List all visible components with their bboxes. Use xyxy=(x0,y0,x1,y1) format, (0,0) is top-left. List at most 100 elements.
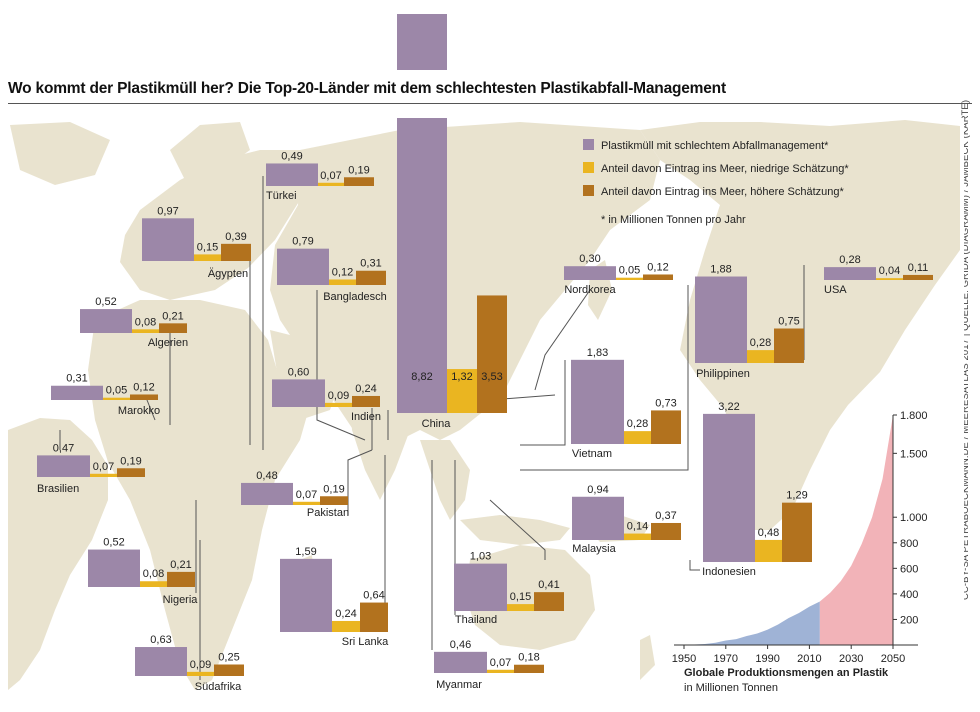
bar-nordkorea-high xyxy=(643,274,673,280)
value-label-bangladesch-low: 0,12 xyxy=(332,266,353,278)
value-label-pakistan-waste: 0,48 xyxy=(256,470,277,482)
country-group-brasilien: 0,47 0,07 0,19 Brasilien xyxy=(37,442,145,495)
bar-pakistan-waste xyxy=(241,482,293,505)
prod-title: Globale Produktionsmengen an Plastik xyxy=(684,667,889,679)
legend-swatch-waste xyxy=(583,139,594,150)
bar-bangladesch-high xyxy=(356,270,386,285)
bar-indien-waste xyxy=(272,379,325,407)
value-label-china-waste: 8,82 xyxy=(411,371,432,383)
bar-malaysia-low xyxy=(624,533,651,540)
country-group-bangladesch: 0,79 0,12 0,31 Bangladesch xyxy=(277,236,387,303)
country-group-indien: 0,60 0,09 0,24 Indien xyxy=(272,366,381,423)
bar-thailand-low xyxy=(507,604,534,611)
country-name-bangladesch: Bangladesch xyxy=(323,291,387,303)
value-label-sri-lanka-waste: 1,59 xyxy=(295,546,316,558)
value-label-nordkorea-low: 0,05 xyxy=(619,265,640,277)
bar-brasilien-waste xyxy=(37,455,90,477)
value-label-philippinen-low: 0,28 xyxy=(750,337,771,349)
legend-swatch-low xyxy=(583,162,594,173)
bar-myanmar-high xyxy=(514,664,544,673)
country-name-suedafrika: Südafrika xyxy=(195,681,242,693)
value-label-myanmar-waste: 0,46 xyxy=(450,639,471,651)
prod-y-tick-label: 800 xyxy=(900,538,918,550)
value-label-brasilien-waste: 0,47 xyxy=(53,442,74,454)
legend-swatch-high xyxy=(583,185,594,196)
value-label-indien-low: 0,09 xyxy=(328,390,349,402)
bar-suedafrika-high xyxy=(214,664,244,676)
bar-pakistan-low xyxy=(293,501,320,505)
country-name-philippinen: Philippinen xyxy=(696,368,750,380)
bar-indonesien-waste xyxy=(703,413,755,562)
country-name-brasilien: Brasilien xyxy=(37,483,79,495)
bar-algerien-waste xyxy=(80,309,132,333)
prod-x-tick-label: 2010 xyxy=(797,653,821,665)
prod-x-tick-label: 1990 xyxy=(755,653,779,665)
value-label-nigeria-low: 0,08 xyxy=(143,568,164,580)
bar-usa-waste xyxy=(824,267,876,280)
prod-x-tick-label: 2050 xyxy=(881,653,905,665)
bar-china-waste xyxy=(397,118,447,413)
bar-vietnam-low xyxy=(624,431,651,444)
value-label-thailand-waste: 1,03 xyxy=(470,551,491,563)
country-group-algerien: 0,52 0,08 0,21 Algerien xyxy=(80,296,188,349)
country-name-aegypten: Ägypten xyxy=(208,268,248,280)
value-label-suedafrika-high: 0,25 xyxy=(218,652,239,664)
value-label-suedafrika-waste: 0,63 xyxy=(150,634,171,646)
bar-myanmar-low xyxy=(487,669,514,673)
country-group-vietnam: 1,83 0,28 0,73 Vietnam xyxy=(571,347,681,460)
value-label-usa-high: 0,11 xyxy=(908,262,929,274)
bar-bangladesch-low xyxy=(329,279,356,285)
bar-aegypten-low xyxy=(194,254,221,261)
bar-marokko-high xyxy=(130,394,158,400)
value-label-nigeria-waste: 0,52 xyxy=(103,537,124,549)
bar-indien-low xyxy=(325,402,352,407)
country-name-pakistan: Pakistan xyxy=(307,507,349,519)
bar-china-high xyxy=(477,295,507,413)
legend-label-waste: Plastikmüll mit schlechtem Abfallmanagem… xyxy=(601,140,829,152)
bar-indien-high xyxy=(352,395,380,407)
value-label-sri-lanka-low: 0,24 xyxy=(335,608,356,620)
value-label-usa-low: 0,04 xyxy=(879,265,900,277)
value-label-china-high: 3,53 xyxy=(481,371,502,383)
prod-subtitle: in Millionen Tonnen xyxy=(684,682,778,694)
country-name-myanmar: Myanmar xyxy=(436,679,482,691)
prod-area-projection xyxy=(819,415,893,645)
prod-y-tick-label: 400 xyxy=(900,589,918,601)
prod-y-tick-label: 600 xyxy=(900,563,918,575)
value-label-suedafrika-low: 0,09 xyxy=(190,659,211,671)
value-label-pakistan-high: 0,19 xyxy=(323,483,344,495)
bar-thailand-high xyxy=(534,592,564,611)
bar-china-waste-top xyxy=(397,14,447,70)
prod-y-tick-label: 200 xyxy=(900,614,918,626)
bar-myanmar-waste xyxy=(434,651,487,673)
value-label-china-low: 1,32 xyxy=(451,371,472,383)
country-group-pakistan: 0,48 0,07 0,19 Pakistan xyxy=(241,470,349,519)
prod-y-tick-label: 1.000 xyxy=(900,512,928,524)
bar-marokko-low xyxy=(103,397,130,400)
title-divider xyxy=(8,103,972,104)
value-label-indien-high: 0,24 xyxy=(355,383,376,395)
country-group-indonesien: 3,22 0,48 1,29 Indonesien xyxy=(702,401,812,578)
legend-label-high: Anteil davon Eintrag ins Meer, höhere Sc… xyxy=(601,186,844,198)
bar-indonesien-high xyxy=(782,502,812,562)
bar-aegypten-waste xyxy=(142,218,194,261)
value-label-myanmar-high: 0,18 xyxy=(518,652,539,664)
country-name-algerien: Algerien xyxy=(148,337,188,349)
bar-brasilien-low xyxy=(90,473,117,477)
value-label-philippinen-waste: 1,88 xyxy=(710,264,731,276)
legend: Plastikmüll mit schlechtem Abfallmanagem… xyxy=(583,139,849,226)
country-group-tuerkei: 0,49 0,07 0,19 Türkei xyxy=(266,150,374,202)
bar-algerien-high xyxy=(159,323,187,333)
value-label-aegypten-waste: 0,97 xyxy=(157,205,178,217)
value-label-indonesien-high: 1,29 xyxy=(786,490,807,502)
value-label-vietnam-high: 0,73 xyxy=(655,397,676,409)
country-group-philippinen: 1,88 0,28 0,75 Philippinen xyxy=(695,264,804,380)
value-label-marokko-low: 0,05 xyxy=(106,385,127,397)
country-group-marokko: 0,31 0,05 0,12 Marokko xyxy=(51,373,160,417)
value-label-vietnam-low: 0,28 xyxy=(627,418,648,430)
value-label-indonesien-waste: 3,22 xyxy=(718,401,739,413)
value-label-algerien-low: 0,08 xyxy=(135,316,156,328)
value-label-nordkorea-waste: 0,30 xyxy=(579,253,600,265)
legend-note: * in Millionen Tonnen pro Jahr xyxy=(601,214,746,226)
